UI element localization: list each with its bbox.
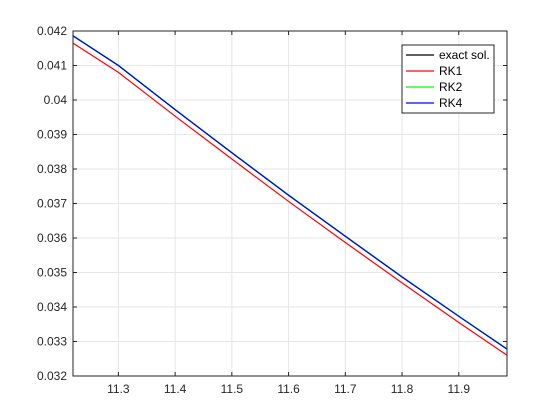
legend-label: RK1 xyxy=(439,64,463,78)
legend-label: exact sol. xyxy=(439,48,490,62)
legend-label: RK2 xyxy=(439,80,463,94)
legend-label: RK4 xyxy=(439,96,463,110)
x-tick-label: 11.3 xyxy=(107,382,130,396)
series-group xyxy=(72,34,508,356)
y-tick-label: 0.038 xyxy=(37,162,67,176)
x-tick-label: 11.7 xyxy=(334,382,357,396)
x-tick-label: 11.5 xyxy=(221,382,244,396)
ticks: 11.3 11.4 11.5 11.6 11.7 11.8 11.9 0.032 0.033 0.… xyxy=(37,24,507,396)
y-tick-label: 0.036 xyxy=(37,231,67,245)
y-tick-label: 0.034 xyxy=(37,300,67,314)
y-tick-label: 0.033 xyxy=(37,335,67,349)
legend-box xyxy=(401,44,495,114)
series-line-rk1 xyxy=(72,42,508,356)
y-tick-label: 0.032 xyxy=(37,369,67,383)
legend: exact sol. RK1 RK2 RK4 xyxy=(401,44,495,114)
y-tick-label: 0.042 xyxy=(37,24,67,38)
y-tick-label: 0.035 xyxy=(37,266,67,280)
y-tick-label: 0.037 xyxy=(37,197,67,211)
x-tick-label: 11.4 xyxy=(164,382,187,396)
x-tick-label: 11.8 xyxy=(391,382,414,396)
series-line-rk4 xyxy=(72,35,508,350)
x-tick-label: 11.6 xyxy=(277,382,300,396)
y-tick-label: 0.04 xyxy=(44,93,68,107)
x-tick-label: 11.9 xyxy=(448,382,471,396)
y-tick-label: 0.041 xyxy=(37,59,67,73)
y-tick-label: 0.039 xyxy=(37,128,67,142)
